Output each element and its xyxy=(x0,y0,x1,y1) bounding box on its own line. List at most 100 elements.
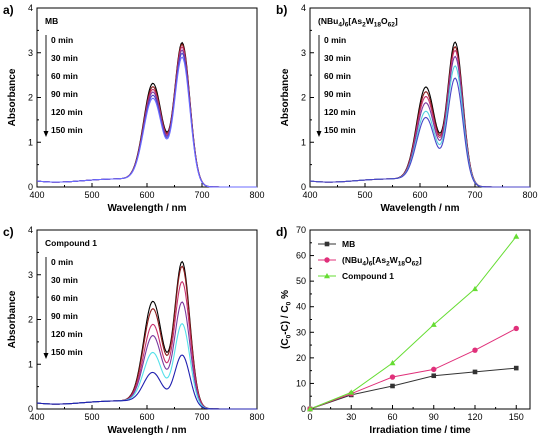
y-tick-label: 60 xyxy=(296,251,306,261)
x-axis-title: Wavelength / nm xyxy=(107,203,186,214)
x-axis-title: Wavelength / nm xyxy=(380,203,459,214)
time-label: 120 min xyxy=(51,107,83,117)
y-axis-title: Absorbance xyxy=(280,68,291,126)
time-label: 0 min xyxy=(51,257,73,267)
series-line-0 xyxy=(309,367,517,410)
y-tick-label: 4 xyxy=(301,3,306,13)
x-tick-label: 700 xyxy=(194,412,209,422)
y-tick-label: 2 xyxy=(28,93,33,103)
legend-marker xyxy=(324,273,330,279)
x-tick-label: 0 xyxy=(307,412,312,422)
time-label: 30 min xyxy=(51,275,78,285)
y-tick-label: 3 xyxy=(28,270,33,280)
data-point xyxy=(513,325,519,332)
y-tick-label: 70 xyxy=(296,225,306,235)
panel-2: b) 400 500 600 700 800 0 1 2 3 4 Wavelength / nm Abs… xyxy=(276,3,538,214)
data-point xyxy=(431,366,437,373)
y-tick-label: 30 xyxy=(296,327,306,337)
data-point xyxy=(348,389,355,395)
data-point xyxy=(307,406,313,412)
y-axis-title: (C0-C) / C0 % xyxy=(280,290,293,349)
spectrum-line-150-min xyxy=(36,354,257,410)
legend-entry: (NBu4)6[As2W18O62] xyxy=(342,255,422,268)
y-axis-title: Absorbance xyxy=(7,290,18,348)
y-tick-label: 0 xyxy=(28,404,33,414)
x-tick-label: 400 xyxy=(29,412,44,422)
y-tick-label: 40 xyxy=(296,302,306,312)
x-tick-label: 600 xyxy=(412,190,427,200)
y-tick-label: 50 xyxy=(296,276,306,286)
y-tick-label: 3 xyxy=(28,48,33,58)
time-label: 90 min xyxy=(51,89,78,99)
series-line-1 xyxy=(309,327,517,410)
time-label: 0 min xyxy=(324,35,346,45)
y-axis-title: Absorbance xyxy=(7,68,18,126)
panel-3: c) 400 500 600 700 800 0 1 2 3 4 Wavelength / nm Abs… xyxy=(3,225,265,436)
time-arrow-head xyxy=(43,353,49,359)
legend-marker xyxy=(324,257,330,263)
data-point xyxy=(472,347,478,353)
x-tick-label: 600 xyxy=(139,412,154,422)
y-tick-label: 4 xyxy=(28,3,33,13)
data-point xyxy=(472,285,478,292)
data-point xyxy=(389,359,396,366)
time-label: 150 min xyxy=(51,347,83,357)
x-tick-label: 700 xyxy=(467,190,482,200)
legend-marker xyxy=(324,241,330,247)
time-label: 150 min xyxy=(324,125,356,135)
time-label: 0 min xyxy=(51,35,73,45)
spectrum-line-60-min xyxy=(36,46,257,188)
x-tick-label: 120 xyxy=(467,412,482,422)
x-tick-label: 150 xyxy=(509,412,524,422)
x-tick-label: 400 xyxy=(302,190,317,200)
data-point xyxy=(431,373,437,379)
y-tick-label: 4 xyxy=(28,225,33,235)
spectrum-line-150-min xyxy=(309,77,530,188)
y-tick-label: 1 xyxy=(28,137,33,147)
x-tick-label: 60 xyxy=(387,412,397,422)
data-point xyxy=(513,365,519,371)
y-tick-label: 2 xyxy=(301,93,306,103)
panel-letter: c) xyxy=(3,225,14,239)
time-label: 120 min xyxy=(51,329,83,339)
data-point xyxy=(390,383,395,389)
y-tick-label: 0 xyxy=(301,404,306,414)
sample-label: Compound 1 xyxy=(45,238,97,248)
y-tick-label: 0 xyxy=(301,182,306,192)
time-arrow-head xyxy=(316,131,322,137)
y-tick-label: 1 xyxy=(28,359,33,369)
panel-letter: b) xyxy=(276,3,287,17)
time-label: 90 min xyxy=(324,89,351,99)
x-tick-label: 800 xyxy=(249,190,264,200)
time-label: 30 min xyxy=(324,53,351,63)
time-label: 60 min xyxy=(324,71,351,81)
data-point xyxy=(513,233,520,239)
y-tick-label: 10 xyxy=(296,378,306,388)
x-tick-label: 400 xyxy=(29,190,44,200)
x-tick-label: 500 xyxy=(357,190,372,200)
panel-letter: a) xyxy=(3,3,14,17)
data-point xyxy=(472,369,478,375)
y-tick-label: 1 xyxy=(301,137,306,147)
x-tick-label: 600 xyxy=(139,190,154,200)
series-line-2 xyxy=(309,236,517,410)
y-tick-label: 2 xyxy=(28,315,33,325)
time-label: 60 min xyxy=(51,293,78,303)
sample-label: MB xyxy=(45,16,58,26)
sample-label: (NBu4)6[As2W18O62] xyxy=(318,16,398,29)
time-label: 90 min xyxy=(51,311,78,321)
x-tick-label: 30 xyxy=(346,412,356,422)
x-axis-title: Wavelength / nm xyxy=(107,425,186,436)
time-label: 60 min xyxy=(51,71,78,81)
x-tick-label: 500 xyxy=(84,190,99,200)
panel-4: d) 0 30 60 90 120 150 0 10 20 30 40 50 60 70 Irradiatio… xyxy=(276,225,531,436)
legend-entry: MB xyxy=(342,239,355,249)
x-tick-label: 500 xyxy=(84,412,99,422)
x-tick-label: 90 xyxy=(429,412,439,422)
panel-letter: d) xyxy=(276,225,287,239)
x-tick-label: 800 xyxy=(522,190,537,200)
y-tick-label: 20 xyxy=(296,353,306,363)
time-label: 120 min xyxy=(324,107,356,117)
y-tick-label: 3 xyxy=(301,48,306,58)
